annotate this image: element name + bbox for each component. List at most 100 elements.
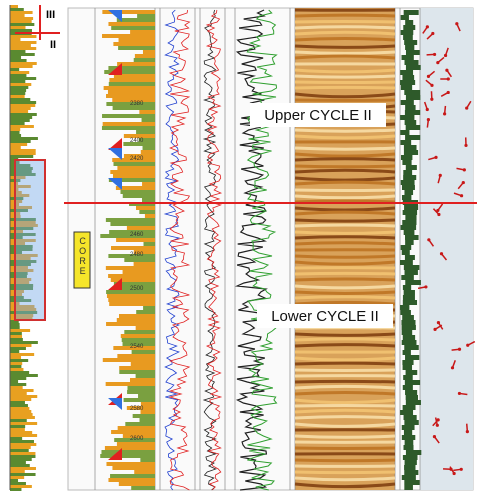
lithology-fill: [144, 242, 155, 246]
lithology-fill: [109, 302, 155, 306]
strip-segment: [10, 11, 33, 14]
strip-segment: [10, 83, 31, 86]
green-segment: [405, 280, 421, 285]
strip-segment: [10, 107, 31, 110]
image-stripe: [295, 436, 395, 437]
dip-dot: [466, 344, 469, 347]
lithology-fill: [145, 214, 155, 218]
green-segment: [401, 245, 412, 250]
image-stripe: [295, 21, 395, 22]
lithology-fill: [132, 350, 155, 354]
green-segment: [400, 310, 410, 315]
green-segment: [405, 215, 416, 220]
lithology-fill: [127, 226, 155, 230]
image-stripe: [295, 472, 395, 473]
strip-segment: [10, 38, 20, 41]
green-segment: [404, 445, 414, 450]
arrow-track: [420, 8, 473, 490]
image-stripe: [295, 38, 395, 40]
dip-dot: [433, 53, 436, 56]
strip-segment: [10, 419, 27, 422]
strip-segment: [10, 47, 36, 50]
green-segment: [402, 250, 410, 255]
lithology-fill: [105, 446, 155, 450]
dip-dot: [437, 213, 440, 216]
green-segment: [405, 120, 417, 125]
strip-segment: [10, 89, 26, 92]
green-segment: [405, 20, 413, 25]
green-segment: [402, 435, 415, 440]
strip-segment: [10, 113, 37, 116]
strip-segment: [10, 62, 37, 65]
strip-segment: [10, 68, 19, 71]
strip-segment: [10, 446, 31, 449]
green-segment: [404, 485, 413, 490]
lithology-fill: [106, 218, 155, 222]
lithology-fill: [118, 426, 155, 430]
strip-segment: [10, 29, 32, 32]
lithology-fill: [124, 258, 155, 262]
lithology-fill: [133, 414, 155, 418]
green-segment: [404, 10, 419, 15]
strip-segment: [10, 413, 33, 416]
strip-segment: [10, 14, 25, 17]
green-segment: [401, 85, 412, 90]
strip-segment: [10, 17, 33, 20]
strip-segment: [10, 488, 21, 491]
green-segment: [404, 190, 413, 195]
green-segment: [404, 265, 419, 270]
strip-segment: [10, 341, 38, 344]
lithology-fill: [136, 206, 155, 210]
green-segment: [405, 235, 419, 240]
strip-segment: [10, 41, 36, 44]
lithology-fill: [110, 170, 155, 174]
dip-dot: [434, 156, 437, 159]
green-segment: [404, 230, 415, 235]
green-segment: [406, 400, 421, 405]
image-stripe: [295, 220, 395, 221]
lithology-fill: [102, 126, 155, 130]
green-segment: [401, 225, 417, 230]
dip-dot: [458, 348, 461, 351]
green-segment: [403, 335, 415, 340]
strip-segment: [10, 461, 26, 464]
strip-segment: [10, 155, 33, 158]
lithology-fill: [117, 354, 155, 358]
green-segment: [402, 315, 414, 320]
image-stripe: [295, 82, 395, 83]
strip-segment: [10, 350, 19, 353]
dip-dot: [427, 118, 430, 121]
lithology-fill: [140, 458, 155, 462]
strip-segment: [10, 119, 30, 122]
green-segment: [400, 305, 409, 310]
lithology-fill: [111, 278, 155, 282]
strip-segment: [10, 80, 25, 83]
strip-segment: [10, 104, 35, 107]
strip-segment: [10, 395, 37, 398]
image-stripe: [295, 339, 395, 340]
strip-segment: [10, 428, 25, 431]
image-stripe: [295, 243, 395, 244]
image-stripe: [295, 148, 395, 149]
lithology-fill: [113, 174, 155, 178]
image-stripe: [295, 381, 395, 382]
green-segment: [404, 145, 417, 150]
strip-segment: [10, 452, 35, 455]
image-stripe: [295, 292, 395, 293]
green-segment: [400, 260, 413, 265]
lithology-fill: [139, 110, 155, 114]
lithology-fill: [125, 422, 155, 426]
strip-segment: [10, 386, 23, 389]
image-stripe: [295, 225, 395, 226]
strip-segment: [10, 476, 24, 479]
green-segment: [403, 25, 415, 30]
dip-dot: [436, 209, 439, 212]
depth-label: 2460: [130, 232, 144, 238]
strip-segment: [10, 440, 34, 443]
strip-segment: [10, 116, 32, 119]
green-segment: [405, 255, 415, 260]
image-stripe: [295, 201, 395, 202]
green-segment: [401, 140, 412, 145]
image-stripe: [295, 334, 395, 335]
lithology-fill: [117, 166, 155, 170]
